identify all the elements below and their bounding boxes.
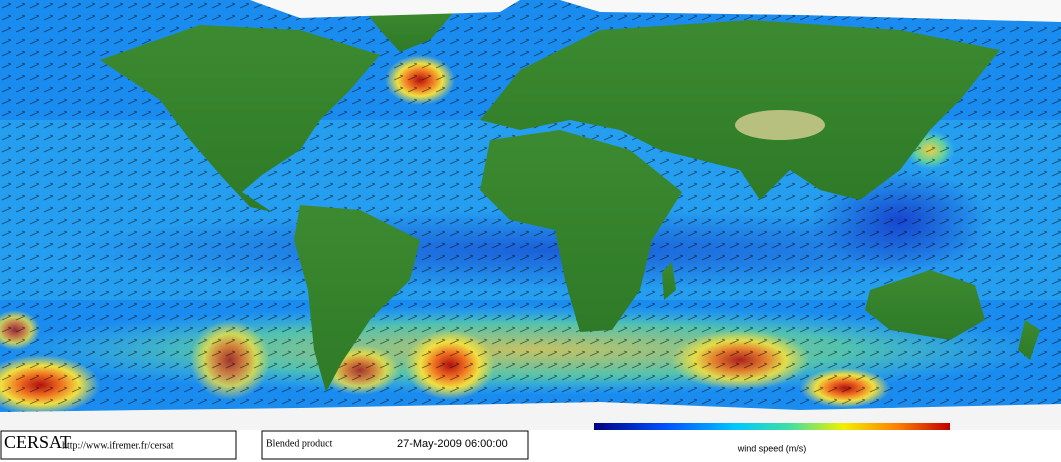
north-america bbox=[100, 25, 380, 212]
footer: CERSAT http://www.ifremer.fr/cersat Blen… bbox=[0, 430, 1061, 462]
africa bbox=[480, 130, 682, 332]
colorbar: wind speed (m/s) bbox=[594, 423, 950, 453]
landmasses bbox=[0, 0, 1061, 430]
arctic-ice bbox=[250, 0, 1061, 22]
footer-background bbox=[0, 430, 1061, 462]
product: Blended product bbox=[266, 438, 333, 449]
colorbar-label: wind speed (m/s) bbox=[737, 443, 807, 453]
logo: CERSAT bbox=[4, 432, 71, 452]
colorbar-scale bbox=[594, 423, 950, 430]
south-america bbox=[294, 205, 420, 392]
tibet bbox=[735, 110, 825, 140]
australia bbox=[865, 270, 985, 340]
new-zealand bbox=[1018, 320, 1040, 360]
timestamp: 27-May-2009 06:00:00 bbox=[397, 438, 508, 450]
eurasia bbox=[480, 20, 1000, 200]
url: http://www.ifremer.fr/cersat bbox=[62, 440, 174, 451]
madagascar bbox=[662, 262, 676, 300]
greenland bbox=[360, 5, 460, 52]
logo-box bbox=[0, 430, 237, 460]
info-box bbox=[261, 430, 529, 460]
